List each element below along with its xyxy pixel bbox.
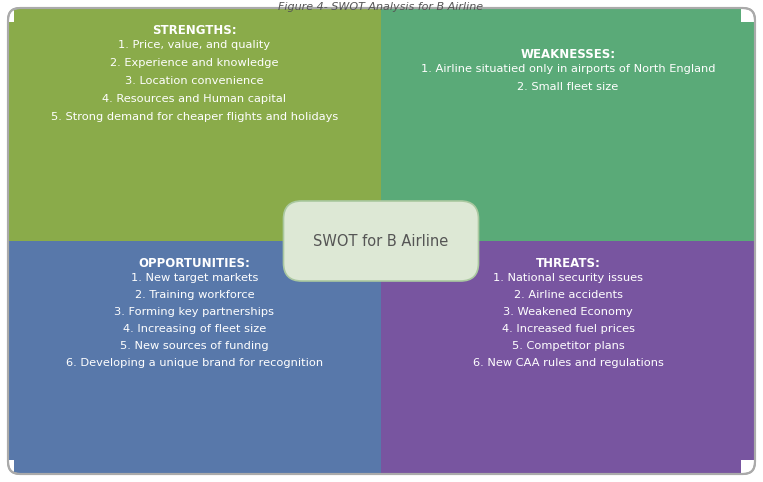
Text: 3. Weakened Economy: 3. Weakened Economy [503,307,633,317]
Bar [381,241,755,474]
Text: 2. Experience and knowledge: 2. Experience and knowledge [110,58,278,68]
Bar [0,474,763,482]
Bar [755,0,763,482]
Text: 5. Competitor plans: 5. Competitor plans [512,341,624,351]
Bar [0,0,8,482]
FancyBboxPatch shape [284,201,478,281]
Text: THREATS:: THREATS: [536,257,600,270]
Bar [741,460,763,482]
Text: SWOT for B Airline: SWOT for B Airline [314,233,449,249]
Text: 2. Small fleet size: 2. Small fleet size [517,82,619,92]
Bar [8,8,381,241]
Bar [741,0,763,22]
Text: 1. National security issues: 1. National security issues [493,273,643,283]
Bar [0,0,763,8]
Bar [0,460,14,482]
Text: 2. Training workforce: 2. Training workforce [135,290,254,300]
Text: Figure 4- SWOT Analysis for B Airline: Figure 4- SWOT Analysis for B Airline [278,2,484,12]
Text: 4. Increasing of fleet size: 4. Increasing of fleet size [123,324,266,334]
Text: 3. Forming key partnerships: 3. Forming key partnerships [114,307,275,317]
Text: 6. Developing a unique brand for recognition: 6. Developing a unique brand for recogni… [66,358,323,368]
Text: 2. Airline accidents: 2. Airline accidents [513,290,623,300]
Bar [8,241,381,474]
Text: 1. Price, value, and quality: 1. Price, value, and quality [118,40,271,50]
Text: OPPORTUNITIES:: OPPORTUNITIES: [139,257,250,270]
Bar [0,0,14,22]
Text: 4. Increased fuel prices: 4. Increased fuel prices [501,324,635,334]
Text: 4. Resources and Human capital: 4. Resources and Human capital [102,94,286,104]
Text: 1. New target markets: 1. New target markets [130,273,258,283]
Text: 1. Airline situatied only in airports of North England: 1. Airline situatied only in airports of… [420,64,715,74]
Text: 6. New CAA rules and regulations: 6. New CAA rules and regulations [472,358,664,368]
Text: 5. Strong demand for cheaper flights and holidays: 5. Strong demand for cheaper flights and… [51,112,338,122]
Text: 5. New sources of funding: 5. New sources of funding [121,341,269,351]
Text: 3. Location convenience: 3. Location convenience [125,76,264,86]
Text: WEAKNESSES:: WEAKNESSES: [520,48,616,61]
FancyBboxPatch shape [8,8,755,474]
Text: STRENGTHS:: STRENGTHS: [152,24,237,37]
Bar [381,8,755,241]
